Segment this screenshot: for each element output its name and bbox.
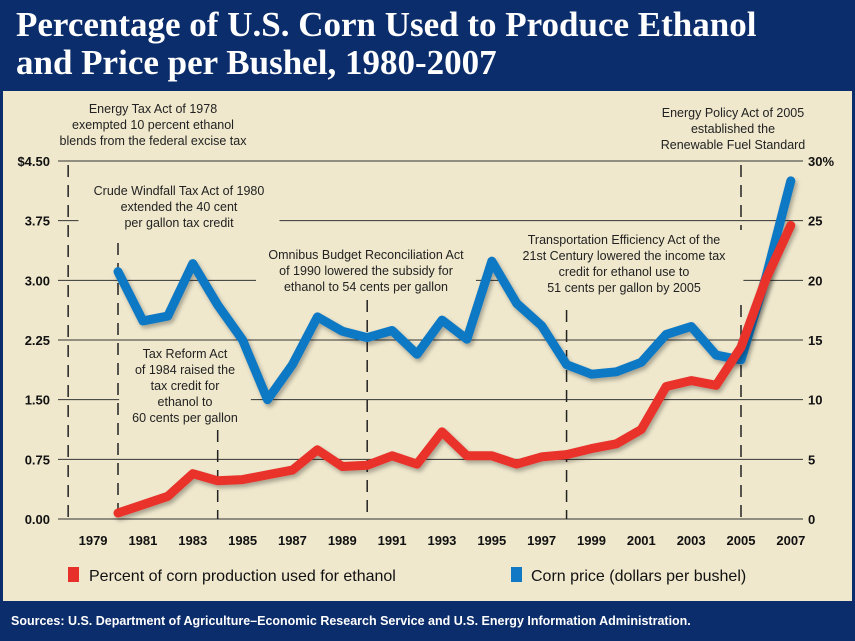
right-tick-label: 25 xyxy=(808,214,822,229)
legend-label-percent: Percent of corn production used for etha… xyxy=(89,568,396,585)
left-tick-label: 2.25 xyxy=(25,333,50,348)
right-tick-label: 5 xyxy=(808,452,815,467)
annotation-text: established the xyxy=(691,122,775,136)
annotation-bg xyxy=(256,245,476,297)
annotation-bg xyxy=(648,103,818,155)
x-tick-label: 1989 xyxy=(328,533,357,548)
annotation-text: Energy Tax Act of 1978 xyxy=(89,102,217,116)
x-tick-label: 1997 xyxy=(527,533,556,548)
annotation-text: extended the 40 cent xyxy=(121,200,238,214)
annotation-bg xyxy=(78,181,280,233)
annotation-text: Omnibus Budget Reconciliation Act xyxy=(268,248,464,262)
x-tick-label: 2005 xyxy=(727,533,756,548)
x-tick-label: 1983 xyxy=(178,533,207,548)
annotation-text: Renewable Fuel Standard xyxy=(661,138,806,152)
x-tick-label: 1981 xyxy=(128,533,157,548)
right-tick-label: 15 xyxy=(808,333,822,348)
x-tick-label: 2001 xyxy=(627,533,656,548)
title-line-2: and Price per Bushel, 1980-2007 xyxy=(16,43,497,82)
legend-swatch-price xyxy=(511,567,522,582)
annotation-bg xyxy=(39,99,267,151)
right-tick-label: 0 xyxy=(808,512,815,527)
left-tick-label: $4.50 xyxy=(17,154,50,169)
annotation-text: per gallon tax credit xyxy=(124,216,234,230)
annotation-text: ethanol to xyxy=(158,395,213,409)
x-tick-label: 1985 xyxy=(228,533,257,548)
x-tick-label: 1995 xyxy=(477,533,506,548)
annotation-text: Energy Policy Act of 2005 xyxy=(662,106,804,120)
title-line-1: Percentage of U.S. Corn Used to Produce … xyxy=(16,5,757,44)
left-tick-label: 0.75 xyxy=(25,452,50,467)
left-tick-label: 0.00 xyxy=(25,512,50,527)
right-tick-label: 30% xyxy=(808,154,834,169)
x-tick-label: 1987 xyxy=(278,533,307,548)
annotation-text: Crude Windfall Tax Act of 1980 xyxy=(94,184,265,198)
annotation-text: 60 cents per gallon xyxy=(132,411,238,425)
x-tick-label: 1991 xyxy=(378,533,407,548)
right-tick-label: 10 xyxy=(808,393,822,408)
annotation-text: 51 cents per gallon by 2005 xyxy=(547,281,701,295)
x-tick-label: 1979 xyxy=(79,533,108,548)
annotation-text: credit for ethanol use to xyxy=(559,265,690,279)
legend-swatch-percent xyxy=(68,567,79,582)
legend-label-price: Corn price (dollars per bushel) xyxy=(531,568,746,585)
x-tick-label: 2007 xyxy=(776,533,805,548)
annotation-bg xyxy=(119,344,251,428)
x-tick-label: 1999 xyxy=(577,533,606,548)
annotation-text: 21st Century lowered the income tax xyxy=(523,249,727,263)
left-tick-label: 1.50 xyxy=(25,393,50,408)
chart-title: Percentage of U.S. Corn Used to Produce … xyxy=(16,6,846,82)
left-tick-label: 3.75 xyxy=(25,214,50,229)
annotation-text: tax credit for xyxy=(151,379,220,393)
annotation-text: of 1984 raised the xyxy=(135,363,235,377)
annotation-text: Tax Reform Act xyxy=(143,347,228,361)
annotation-text: ethanol to 54 cents per gallon xyxy=(284,280,448,294)
annotation-bg xyxy=(504,230,744,298)
percent-line xyxy=(113,220,796,518)
x-tick-label: 2003 xyxy=(677,533,706,548)
annotation-text: Transportation Efficiency Act of the xyxy=(528,233,721,247)
annotation-text: of 1990 lowered the subsidy for xyxy=(279,264,453,278)
annotation-text: exempted 10 percent ethanol xyxy=(72,118,234,132)
price-line xyxy=(113,176,796,405)
x-tick-label: 1993 xyxy=(427,533,456,548)
right-tick-label: 20 xyxy=(808,273,822,288)
left-tick-label: 3.00 xyxy=(25,273,50,288)
footer: Sources: U.S. Department of Agriculture–… xyxy=(0,602,855,641)
annotation-text: blends from the federal excise tax xyxy=(60,134,248,148)
sources-note: Sources: U.S. Department of Agriculture–… xyxy=(11,614,691,628)
